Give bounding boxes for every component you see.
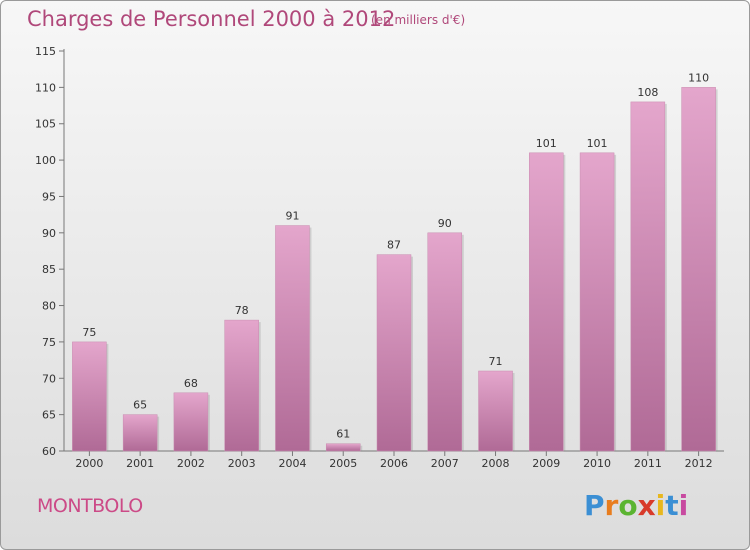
bar <box>579 152 615 452</box>
data-label: 90 <box>438 217 452 230</box>
data-label: 65 <box>133 399 147 412</box>
bar <box>275 225 310 452</box>
bar <box>529 152 564 452</box>
data-label: 101 <box>587 137 608 150</box>
y-tick-label: 65 <box>42 409 56 422</box>
bar <box>681 87 716 452</box>
bar <box>376 254 412 452</box>
logo-letter: i <box>678 489 689 522</box>
x-tick-label: 2011 <box>634 457 662 470</box>
y-tick-label: 60 <box>42 445 56 458</box>
data-label: 68 <box>184 377 198 390</box>
logo-letter: i <box>655 489 666 522</box>
data-label: 108 <box>637 86 658 99</box>
y-tick-label: 85 <box>42 263 56 276</box>
y-tick-label: 100 <box>35 154 56 167</box>
x-tick-label: 2004 <box>278 457 306 470</box>
data-label: 87 <box>387 239 401 252</box>
y-tick-label: 70 <box>42 372 56 385</box>
logo-letter: r <box>604 489 619 522</box>
y-tick-label: 110 <box>35 81 56 94</box>
data-label: 78 <box>235 304 249 317</box>
bar <box>427 232 463 452</box>
data-label: 110 <box>688 71 709 84</box>
bar <box>224 319 259 452</box>
data-label: 71 <box>489 355 503 368</box>
bar <box>122 414 158 452</box>
data-label: 91 <box>285 210 299 223</box>
x-tick-label: 2002 <box>177 457 205 470</box>
x-tick-label: 2003 <box>228 457 256 470</box>
logo-letter: t <box>665 489 679 522</box>
y-tick-label: 105 <box>35 118 56 131</box>
data-label: 101 <box>536 137 557 150</box>
y-tick-label: 95 <box>42 190 56 203</box>
bar <box>72 341 107 452</box>
logo-letter: P <box>584 489 605 522</box>
y-tick-label: 75 <box>42 336 56 349</box>
y-tick-label: 80 <box>42 300 56 313</box>
x-tick-label: 2000 <box>75 457 103 470</box>
y-tick-label: 90 <box>42 227 56 240</box>
x-tick-label: 2006 <box>380 457 408 470</box>
chart-subtitle: (en milliers d'€) <box>371 13 466 27</box>
chart-title: Charges de Personnel 2000 à 2012 <box>27 7 396 31</box>
bar <box>630 101 666 452</box>
x-tick-label: 2012 <box>685 457 713 470</box>
data-label: 61 <box>336 428 350 441</box>
x-tick-label: 2009 <box>532 457 560 470</box>
x-tick-label: 2008 <box>482 457 510 470</box>
logo-letter: o <box>618 489 638 522</box>
bar <box>173 392 209 452</box>
logo-letter: x <box>637 489 656 522</box>
bar <box>478 370 513 452</box>
data-label: 75 <box>82 326 96 339</box>
proxiti-logo: Proxiti <box>584 489 688 522</box>
bar <box>325 443 361 452</box>
x-tick-label: 2007 <box>431 457 459 470</box>
y-tick-label: 115 <box>35 45 56 58</box>
commune-name: MONTBOLO <box>37 495 143 517</box>
x-tick-label: 2005 <box>329 457 357 470</box>
x-tick-label: 2010 <box>583 457 611 470</box>
x-tick-label: 2001 <box>126 457 154 470</box>
